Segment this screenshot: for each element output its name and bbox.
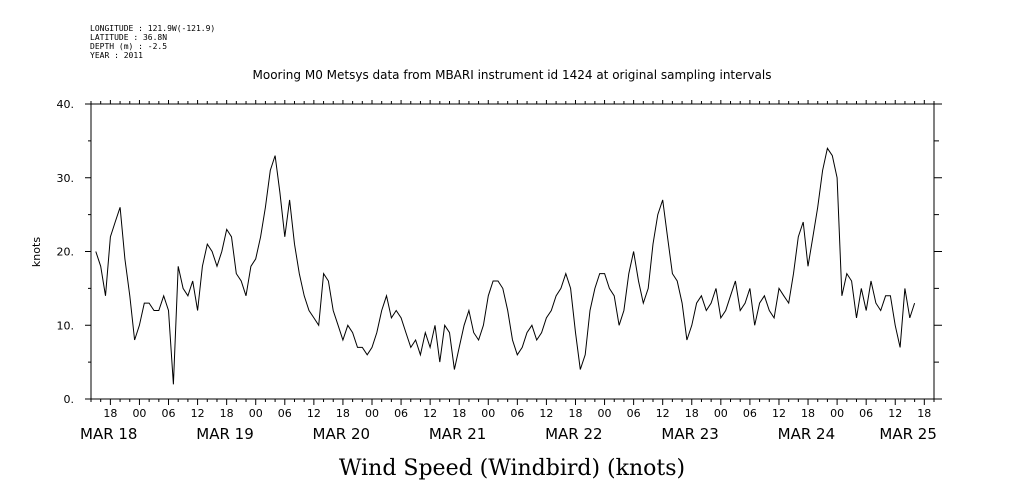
x-hour-label: 06 bbox=[627, 407, 641, 420]
x-date-label: MAR 24 bbox=[778, 425, 835, 443]
depth-label: DEPTH (m) : -2.5 bbox=[90, 42, 167, 51]
year-label: YEAR : 2011 bbox=[90, 51, 143, 60]
x-hour-label: 18 bbox=[220, 407, 234, 420]
x-date-label: MAR 18 bbox=[80, 425, 137, 443]
wind-speed-line bbox=[95, 147, 916, 385]
x-hour-label: 00 bbox=[714, 407, 728, 420]
series-layer bbox=[95, 147, 916, 385]
y-tick-label: 10. bbox=[57, 319, 75, 332]
x-hour-label: 12 bbox=[423, 407, 437, 420]
x-axis-label: Wind Speed (Windbird) (knots) bbox=[339, 456, 685, 481]
x-hour-label: 18 bbox=[336, 407, 350, 420]
y-tick-label: 40. bbox=[57, 98, 75, 111]
y-tick-label: 30. bbox=[57, 172, 75, 185]
y-axis-label: knots bbox=[30, 237, 43, 267]
x-hour-label: 00 bbox=[249, 407, 263, 420]
x-date-label: MAR 23 bbox=[661, 425, 718, 443]
x-axis: 18 00 06 12 18 00 06 12 18 00 06 12 18 00 06 12 18 00 06 12… bbox=[80, 100, 937, 443]
y-tick-label: 0. bbox=[64, 393, 75, 406]
x-hour-label: 06 bbox=[278, 407, 292, 420]
x-hour-label: 06 bbox=[162, 407, 176, 420]
x-hour-label: 12 bbox=[888, 407, 902, 420]
x-hour-label: 18 bbox=[917, 407, 931, 420]
x-hour-label: 00 bbox=[481, 407, 495, 420]
x-hour-label: 12 bbox=[772, 407, 786, 420]
x-hour-label: 18 bbox=[103, 407, 117, 420]
x-hour-label: 06 bbox=[510, 407, 524, 420]
x-hour-label: 12 bbox=[539, 407, 553, 420]
x-hour-label: 12 bbox=[307, 407, 321, 420]
x-hour-label: 06 bbox=[394, 407, 408, 420]
latitude-label: LATITUDE : 36.8N bbox=[90, 33, 167, 42]
y-tick-label: 20. bbox=[57, 246, 75, 259]
x-hour-label: 00 bbox=[365, 407, 379, 420]
x-hour-label: 12 bbox=[656, 407, 670, 420]
x-date-label: MAR 25 bbox=[879, 425, 936, 443]
x-hour-label: 00 bbox=[830, 407, 844, 420]
x-hour-label: 06 bbox=[859, 407, 873, 420]
y-axis: 0. 10. 20. 30. 40. bbox=[57, 98, 942, 406]
x-hour-label: 18 bbox=[452, 407, 466, 420]
x-date-label: MAR 22 bbox=[545, 425, 602, 443]
x-date-label: MAR 19 bbox=[196, 425, 253, 443]
x-hour-label: 18 bbox=[801, 407, 815, 420]
chart-title: Mooring M0 Metsys data from MBARI instru… bbox=[253, 68, 772, 82]
x-hour-label: 18 bbox=[568, 407, 582, 420]
x-hour-label: 00 bbox=[598, 407, 612, 420]
x-date-label: MAR 21 bbox=[429, 425, 486, 443]
longitude-label: LONGITUDE : 121.9W(-121.9) bbox=[90, 24, 215, 33]
x-date-label: MAR 20 bbox=[313, 425, 370, 443]
x-hour-label: 18 bbox=[685, 407, 699, 420]
x-hour-label: 12 bbox=[191, 407, 205, 420]
x-hour-label: 00 bbox=[132, 407, 146, 420]
plot-frame bbox=[90, 103, 935, 400]
x-hour-label: 06 bbox=[743, 407, 757, 420]
